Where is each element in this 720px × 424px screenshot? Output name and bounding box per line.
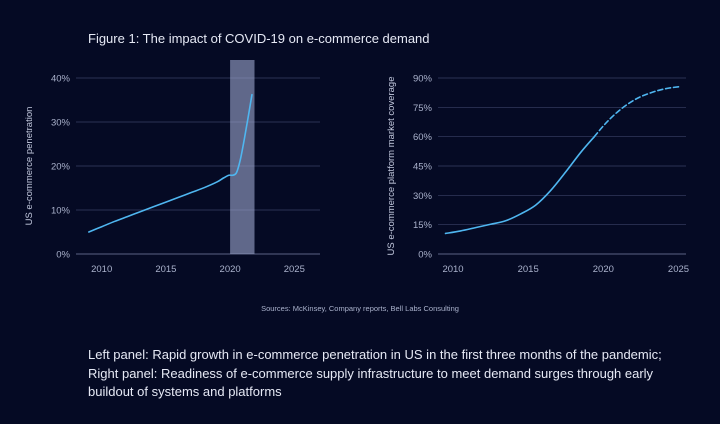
left-ytick-label: 10% — [51, 206, 71, 217]
right-ytick-label: 45% — [413, 162, 433, 173]
caption-line-2: Right panel: Readiness of e-commerce sup… — [88, 365, 654, 381]
left-xtick-label: 2015 — [155, 264, 176, 275]
left-ytick-label: 20% — [51, 162, 71, 173]
right-series-line-projected — [593, 86, 680, 138]
right-ytick-label: 60% — [413, 132, 433, 143]
right-xtick-label: 2015 — [518, 264, 539, 275]
left-xtick-label: 2010 — [91, 264, 112, 275]
left-ytick-label: 30% — [51, 118, 71, 129]
left-ytick-label: 0% — [56, 250, 70, 261]
left-pandemic-highlight-band — [230, 60, 255, 254]
right-xtick-label: 2020 — [593, 264, 614, 275]
left-series-line-us-e-commerce-penetration — [88, 93, 253, 233]
caption-line-3: buildout of systems and platforms — [88, 384, 282, 399]
right-ytick-label: 75% — [413, 103, 433, 114]
left-xtick-label: 2025 — [284, 264, 305, 275]
right-y-axis-label: US e-commerce platform market coverage — [386, 77, 397, 256]
right-xtick-label: 2010 — [442, 264, 463, 275]
left-y-axis-label: US e-commerce penetration — [24, 107, 35, 226]
right-ytick-label: 30% — [413, 191, 433, 202]
right-series-line-actual — [444, 135, 596, 235]
right-xtick-label: 2025 — [668, 264, 689, 275]
caption: Left panel: Rapid growth in e-commerce p… — [88, 346, 688, 402]
right-ytick-label: 0% — [418, 250, 432, 261]
figure-title: Figure 1: The impact of COVID-19 on e-co… — [88, 31, 430, 46]
right-ytick-label: 15% — [413, 220, 433, 231]
left-ytick-label: 40% — [51, 74, 71, 85]
right-ytick-label: 90% — [413, 74, 433, 85]
left-xtick-label: 2020 — [220, 264, 241, 275]
caption-line-1: Left panel: Rapid growth in e-commerce p… — [88, 347, 662, 362]
source-note: Sources: McKinsey, Company reports, Bell… — [261, 304, 459, 313]
